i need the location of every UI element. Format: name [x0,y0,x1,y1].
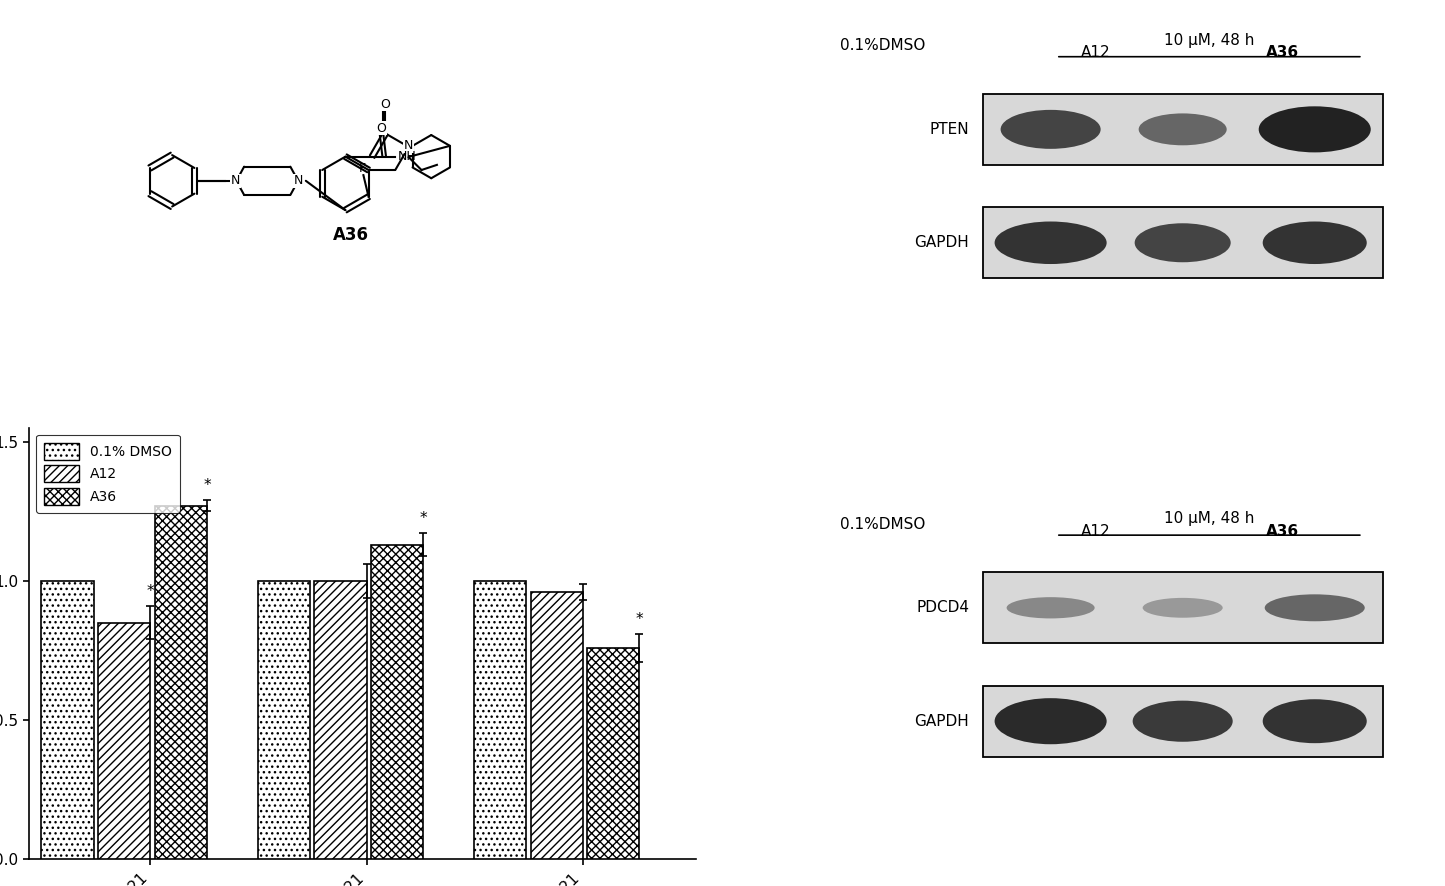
Ellipse shape [1263,222,1367,264]
Text: O: O [380,97,390,111]
Text: 10 μM, 48 h: 10 μM, 48 h [1165,33,1254,48]
Text: 0.1%DMSO: 0.1%DMSO [840,38,925,53]
Bar [155,506,207,859]
Text: GAPDH: GAPDH [915,236,970,250]
Bar [983,94,1383,165]
Ellipse shape [994,222,1107,264]
Bar [371,545,423,859]
Text: N: N [293,175,303,187]
Ellipse shape [1000,110,1101,149]
Text: A12: A12 [1081,45,1111,60]
Text: O: O [377,122,386,135]
Bar [257,581,309,859]
Text: PTEN: PTEN [929,122,970,136]
Text: A12: A12 [1081,524,1111,539]
Text: *: * [419,511,426,526]
Text: N: N [231,175,240,187]
Text: A36: A36 [1266,524,1299,539]
Text: F: F [358,162,366,175]
Text: 10 μM, 48 h: 10 μM, 48 h [1165,511,1254,526]
Ellipse shape [1134,223,1231,262]
Bar [983,207,1383,278]
Ellipse shape [1139,113,1227,145]
Text: A36: A36 [332,226,368,244]
Text: *: * [636,611,643,626]
Ellipse shape [1264,595,1364,621]
Ellipse shape [1133,701,1233,742]
Ellipse shape [1143,598,1222,618]
Ellipse shape [1259,106,1371,152]
Text: NH: NH [397,150,416,163]
Text: 0.1%DMSO: 0.1%DMSO [840,517,925,532]
Bar [98,623,150,859]
Text: GAPDH: GAPDH [915,714,970,728]
Ellipse shape [994,698,1107,744]
Text: PDCD4: PDCD4 [916,601,970,615]
Bar [474,581,526,859]
Bar [530,592,582,859]
Text: *: * [146,584,155,599]
Ellipse shape [1007,597,1095,618]
Bar [587,648,640,859]
Bar [983,572,1383,643]
Bar [983,686,1383,757]
Bar [315,581,367,859]
Bar [42,581,94,859]
Text: *: * [204,478,211,493]
Legend: 0.1% DMSO, A12, A36: 0.1% DMSO, A12, A36 [36,434,181,513]
Ellipse shape [1263,699,1367,743]
Text: A36: A36 [1266,45,1299,60]
Text: N: N [405,139,413,152]
